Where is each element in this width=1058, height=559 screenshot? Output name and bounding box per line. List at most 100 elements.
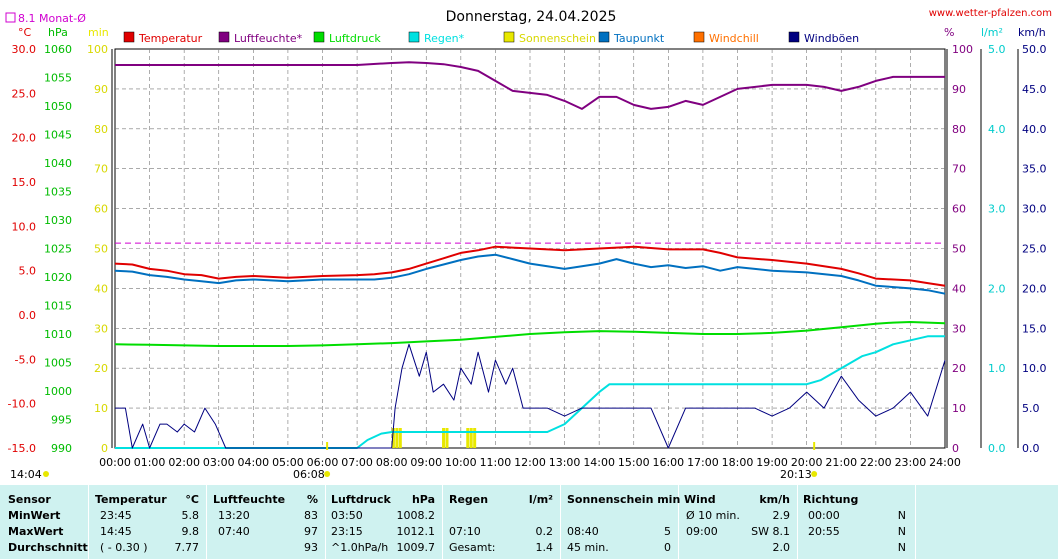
stats-cell: 0 <box>664 541 671 554</box>
stats-cell: 5.8 <box>181 509 200 522</box>
stats-cell: 03:50 <box>331 509 363 522</box>
stats-header: l/m² <box>528 493 553 506</box>
tick-label: 40 <box>952 282 966 295</box>
stats-cell: 08:40 <box>567 525 599 538</box>
tick-label: 20 <box>952 362 966 375</box>
series-line-taupunkt <box>114 253 946 295</box>
stats-cell: 07:10 <box>449 525 481 538</box>
tick-label: 100 <box>952 43 973 56</box>
sunshine-bar <box>445 428 449 448</box>
stats-row-label: MaxWert <box>8 525 64 538</box>
time-tick-label: 16:00 <box>652 456 684 469</box>
legend-swatch <box>503 31 515 43</box>
time-tick-label: 23:00 <box>895 456 927 469</box>
sunshine-bar <box>391 428 395 448</box>
tick-label: 10.0 <box>1022 362 1047 375</box>
time-tick-label: 09:00 <box>410 456 442 469</box>
stats-row-label: Durchschnitt <box>8 541 88 554</box>
tick-label: 10.0 <box>12 220 37 233</box>
hum-axis-unit: % <box>944 26 954 39</box>
sunrise-time: 06:08 <box>293 468 325 481</box>
tick-label: 40 <box>94 282 108 295</box>
tick-label: 1035 <box>44 186 72 199</box>
tick-label: 1005 <box>44 357 72 370</box>
tick-label: 80 <box>952 123 966 136</box>
table-divider <box>915 485 916 559</box>
tick-label: 25.0 <box>12 87 37 100</box>
stats-cell: Gesamt: <box>449 541 496 554</box>
tick-label: 45.0 <box>1022 83 1047 96</box>
stats-header: Temperatur <box>95 493 167 506</box>
legend-label: Regen* <box>424 32 465 45</box>
stats-cell: 07:40 <box>218 525 250 538</box>
table-divider <box>560 485 561 559</box>
tick-label: 70 <box>952 163 966 176</box>
tick-label: 0 <box>101 442 108 455</box>
monthly-avg-label: 8.1 Monat-Ø <box>18 12 86 25</box>
time-tick-label: 20:00 <box>791 456 823 469</box>
stats-cell: 09:00 <box>686 525 718 538</box>
tick-label: 0.0 <box>19 309 37 322</box>
tick-label: 80 <box>94 123 108 136</box>
legend-swatch <box>123 31 135 43</box>
time-tick-label: 05:00 <box>272 456 304 469</box>
tick-label: 40.0 <box>1022 123 1047 136</box>
tick-label: 0.0 <box>988 442 1006 455</box>
tick-label: 0 <box>952 442 959 455</box>
stats-cell: 23:45 <box>100 509 132 522</box>
series-line-luftdruck <box>114 321 946 347</box>
legend-swatch <box>408 31 420 43</box>
time-tick-label: 15:00 <box>618 456 650 469</box>
time-tick-label: 12:00 <box>514 456 546 469</box>
tick-label: 60 <box>94 203 108 216</box>
stats-cell: 97 <box>304 525 318 538</box>
table-divider <box>325 485 326 559</box>
sun-icon <box>324 471 331 477</box>
tick-label: 2.0 <box>988 282 1006 295</box>
legend: Temperatur Luftfeuchte* Luftdruck Regen* Son… <box>123 31 859 45</box>
table-divider <box>88 485 89 559</box>
stats-cell: 1009.7 <box>396 541 436 554</box>
tick-label: 30.0 <box>1022 203 1047 216</box>
time-tick-label: 19:00 <box>756 456 788 469</box>
tick-label: 90 <box>94 83 108 96</box>
stats-cell: 93 <box>304 541 318 554</box>
tick-label: 15.0 <box>1022 322 1047 335</box>
stats-cell: N <box>897 509 906 522</box>
tick-label: 35.0 <box>1022 163 1047 176</box>
time-tick-label: 18:00 <box>722 456 754 469</box>
tick-label: -5.0 <box>15 353 36 366</box>
stats-cell: 7.77 <box>174 541 200 554</box>
table-divider <box>678 485 679 559</box>
tick-label: 10 <box>952 402 966 415</box>
sunshine-bar <box>466 428 470 448</box>
legend-label: Luftfeuchte* <box>234 32 303 45</box>
time-tick-label: 13:00 <box>549 456 581 469</box>
stats-header: °C <box>185 493 199 506</box>
tick-label: 1045 <box>44 129 72 142</box>
tick-label: -15.0 <box>8 442 36 455</box>
stats-header: Wind <box>684 493 716 506</box>
stats-cell: 2.9 <box>772 509 791 522</box>
site-link[interactable]: www.wetter-pfalzen.com <box>929 8 1052 19</box>
stats-cell: 1.4 <box>535 541 554 554</box>
temp-axis-unit: °C <box>18 26 32 39</box>
tick-label: 60 <box>952 203 966 216</box>
grid <box>111 48 1019 449</box>
legend-label: Taupunkt <box>613 32 665 45</box>
stats-header: Sonnenschein min <box>567 493 681 506</box>
legend-swatch <box>218 31 230 43</box>
tick-label: 1000 <box>44 385 72 398</box>
time-tick-label: 22:00 <box>860 456 892 469</box>
tick-label: 1020 <box>44 271 72 284</box>
stats-header: Luftfeuchte <box>213 493 286 506</box>
tick-label: 90 <box>952 83 966 96</box>
stats-cell: Ø 10 min. <box>686 509 740 522</box>
rain-axis-unit: l/m² <box>981 26 1003 39</box>
series-line-regen <box>115 335 945 449</box>
tick-label: 50 <box>952 243 966 256</box>
time-tick-label: 06:00 <box>307 456 339 469</box>
stats-cell: 1008.2 <box>396 509 436 522</box>
tick-label: 1060 <box>44 43 72 56</box>
moon-time: 14:04 <box>10 468 42 481</box>
